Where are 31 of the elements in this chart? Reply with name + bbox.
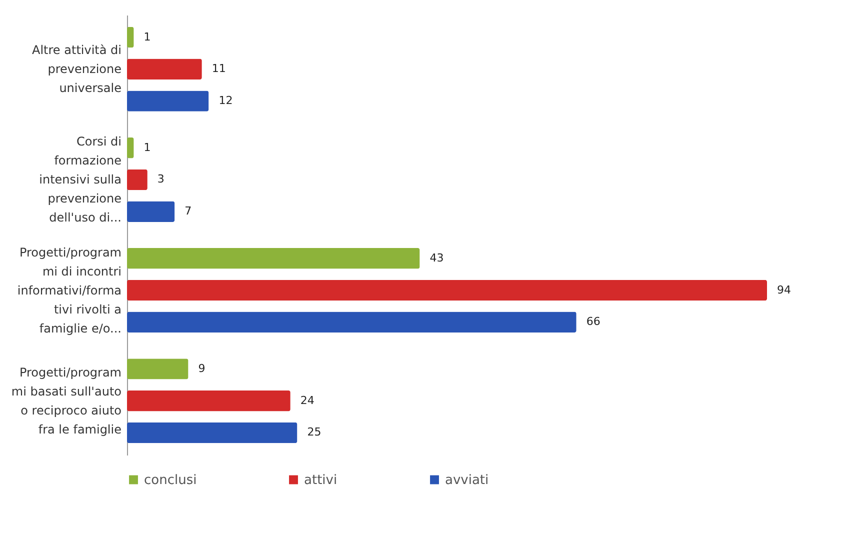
data-label: 3 bbox=[157, 172, 164, 186]
data-label: 11 bbox=[212, 62, 226, 76]
bar bbox=[127, 90, 209, 112]
bar bbox=[127, 58, 202, 80]
bar bbox=[127, 390, 290, 412]
bar bbox=[127, 26, 134, 48]
y-tick-label: Progetti/program mi di incontri informativi/forma tivi rivolti a famiglie e/o... bbox=[17, 245, 122, 336]
bar bbox=[127, 248, 420, 269]
data-label: 25 bbox=[307, 426, 322, 439]
data-label: 43 bbox=[430, 251, 444, 264]
bar bbox=[127, 358, 188, 380]
data-label: 66 bbox=[586, 315, 600, 328]
bar bbox=[127, 169, 148, 190]
bar bbox=[127, 312, 576, 333]
bar bbox=[127, 201, 175, 222]
bar bbox=[127, 422, 298, 444]
legend-label: attivi bbox=[304, 472, 338, 488]
bar bbox=[127, 137, 134, 158]
data-label: 7 bbox=[184, 204, 192, 218]
data-label: 9 bbox=[198, 362, 206, 375]
bar bbox=[127, 280, 767, 301]
legend-label: conclusi bbox=[144, 472, 197, 488]
data-label: 94 bbox=[777, 283, 791, 296]
data-label: 1 bbox=[144, 140, 151, 154]
data-label: 24 bbox=[300, 394, 314, 407]
data-label: 12 bbox=[218, 94, 233, 108]
legend-label: avviati bbox=[445, 472, 489, 488]
y-tick-label: Progetti/program mi basati sull'auto o reciproco aiuto fra le famiglie bbox=[11, 365, 122, 436]
y-tick-label: Altre attività di prevenzione universale bbox=[32, 43, 122, 96]
data-label: 1 bbox=[144, 30, 151, 44]
y-tick-label: Corsi di formazione intensivi sulla prevenzione dell'uso di... bbox=[39, 134, 122, 225]
